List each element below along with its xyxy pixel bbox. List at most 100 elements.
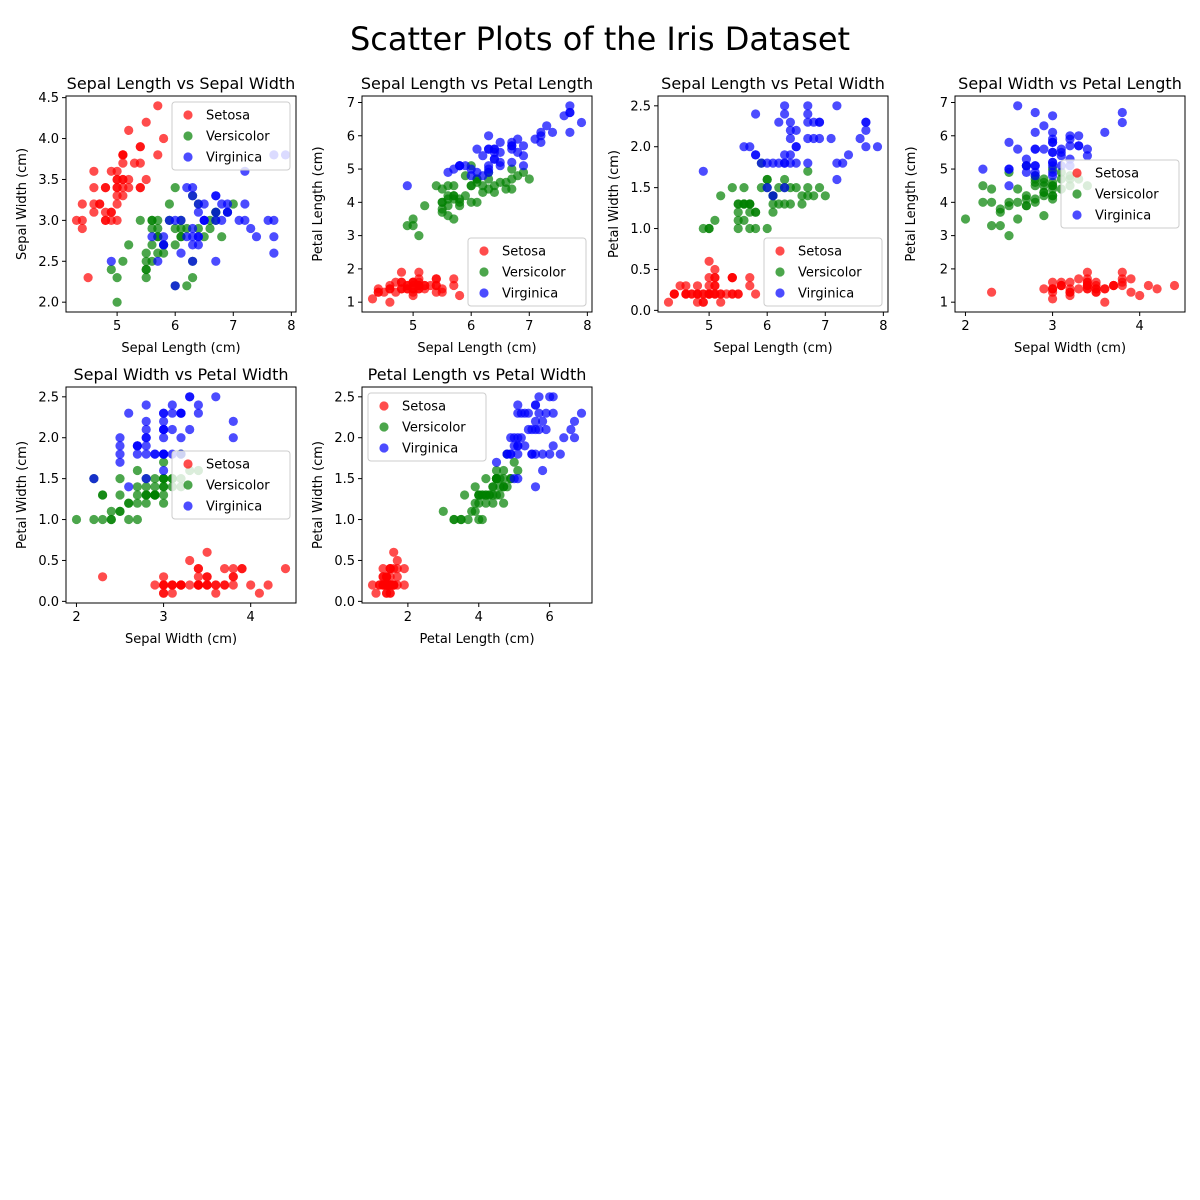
data-point-virginica (141, 441, 151, 451)
data-point-virginica (791, 142, 801, 152)
y-tick-label: 1 (347, 296, 355, 311)
legend: Setosa Versicolor Virginica (763, 237, 883, 307)
data-point-virginica (541, 424, 551, 435)
data-point-setosa (396, 267, 407, 277)
data-point-setosa (246, 580, 256, 590)
subplot-2: Sepal Length vs Petal Length 5 6 7 8 1 2 3 4 5 6 7 S… (311, 74, 593, 356)
data-point-virginica (1117, 107, 1127, 118)
data-point-setosa (727, 273, 737, 283)
data-point-virginica (211, 215, 221, 225)
data-point-setosa (89, 207, 99, 217)
data-point-setosa (1082, 267, 1092, 277)
legend-marker-setosa (379, 401, 389, 411)
data-point-versicolor (1039, 187, 1049, 197)
data-point-setosa (211, 580, 221, 590)
data-point-setosa (396, 284, 407, 294)
legend-label: Setosa (402, 400, 446, 415)
data-point-versicolor (467, 506, 477, 516)
data-point-setosa (185, 580, 195, 590)
data-point-virginica (516, 408, 526, 418)
legend-marker-versicolor (479, 267, 489, 277)
data-point-virginica (698, 166, 708, 176)
data-point-setosa (118, 183, 128, 193)
data-point-virginica (484, 164, 494, 174)
data-point-virginica (193, 400, 203, 410)
data-point-virginica (768, 191, 778, 201)
legend-box (467, 237, 587, 307)
data-point-versicolor (188, 273, 198, 283)
data-point-virginica (516, 433, 526, 443)
data-point-setosa (1117, 277, 1127, 287)
data-point-setosa (1082, 280, 1092, 291)
data-point-virginica (541, 408, 551, 418)
data-point-virginica (472, 144, 482, 154)
data-point-virginica (803, 117, 813, 127)
data-point-versicolor (1004, 231, 1014, 241)
data-point-versicolor (495, 482, 505, 492)
subplot-title: Petal Length vs Petal Width (368, 365, 587, 384)
data-point-virginica (542, 121, 552, 131)
data-point-setosa (392, 572, 402, 582)
data-point-virginica (443, 167, 453, 177)
data-point-virginica (534, 392, 544, 402)
data-point-setosa (159, 588, 169, 598)
data-point-versicolor (1030, 194, 1040, 204)
data-point-versicolor (791, 183, 801, 193)
data-point-virginica (565, 101, 575, 111)
data-point-virginica (739, 142, 749, 152)
data-point-virginica (1048, 137, 1058, 147)
data-point-virginica (193, 207, 203, 217)
data-point-setosa (382, 588, 392, 598)
data-point-virginica (523, 408, 534, 418)
data-point-virginica (170, 281, 180, 291)
data-point-virginica (1048, 171, 1058, 181)
data-point-virginica (1048, 127, 1058, 137)
data-point-virginica (167, 408, 177, 418)
data-point-setosa (77, 215, 87, 225)
legend-marker-virginica (183, 152, 193, 162)
y-tick-label: 1 (940, 296, 948, 311)
data-point-versicolor (488, 482, 498, 492)
x-tick-label: 4 (475, 610, 483, 625)
data-point-virginica (141, 424, 151, 435)
data-point-virginica (1021, 154, 1031, 164)
x-tick-label: 5 (113, 319, 121, 334)
data-point-setosa (385, 284, 395, 294)
data-point-setosa (1056, 280, 1066, 291)
legend: Setosa Versicolor Virginica (1060, 159, 1180, 229)
data-point-setosa (399, 580, 409, 590)
data-point-virginica (1074, 141, 1084, 151)
data-point-setosa (228, 564, 238, 574)
data-point-versicolor (809, 191, 819, 201)
data-point-setosa (254, 588, 264, 598)
data-point-virginica (141, 433, 151, 443)
data-point-virginica (159, 240, 169, 250)
data-point-versicolor (733, 215, 743, 225)
data-point-versicolor (477, 514, 487, 525)
data-point-versicolor (762, 174, 772, 185)
data-point-setosa (112, 174, 122, 185)
data-point-setosa (710, 273, 720, 283)
data-point-versicolor (159, 490, 169, 500)
scatter-points (71, 392, 291, 598)
data-point-versicolor (1021, 201, 1031, 211)
data-point-versicolor (150, 474, 160, 484)
legend-label: Virginica (1095, 209, 1151, 224)
x-axis-label: Sepal Length (cm) (121, 341, 240, 356)
data-point-setosa (716, 297, 726, 307)
data-point-setosa (367, 294, 378, 304)
data-point-setosa (373, 287, 383, 297)
data-point-versicolor (463, 514, 473, 525)
legend-label: Virginica (502, 287, 558, 302)
scatter-points (663, 101, 883, 307)
data-point-virginica (269, 248, 279, 258)
data-point-virginica (211, 256, 221, 266)
data-point-versicolor (780, 174, 790, 185)
data-point-virginica (1030, 161, 1040, 171)
legend-box (171, 101, 291, 171)
data-point-virginica (269, 232, 279, 242)
data-point-virginica (1030, 107, 1040, 118)
data-point-virginica (1030, 144, 1040, 154)
x-tick-label: 6 (546, 610, 554, 625)
